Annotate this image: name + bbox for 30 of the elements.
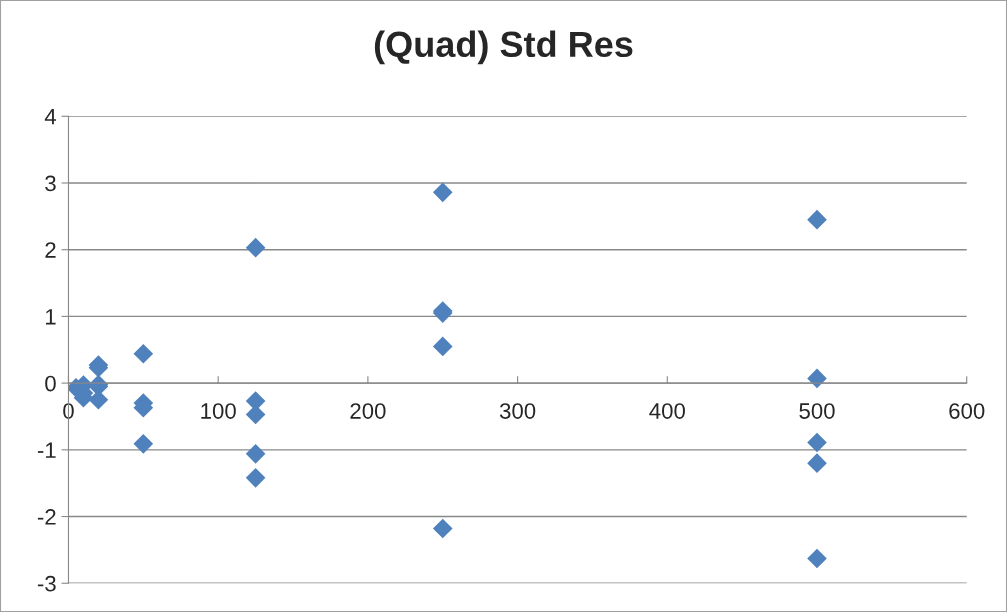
point bbox=[245, 404, 266, 425]
chart-title: (Quad) Std Res bbox=[374, 30, 633, 65]
x-tick-label: 600 bbox=[949, 403, 985, 419]
point bbox=[133, 434, 154, 454]
point bbox=[245, 391, 266, 411]
y-tick-label: 3 bbox=[45, 175, 56, 192]
x-tick-label: 400 bbox=[649, 403, 685, 419]
y-tick-label: 2 bbox=[45, 242, 56, 258]
x-tick-label: 300 bbox=[499, 403, 536, 419]
point bbox=[807, 209, 827, 230]
x-tick-label: 200 bbox=[350, 403, 386, 419]
x-tick-label: 500 bbox=[799, 403, 835, 419]
point bbox=[807, 453, 827, 473]
point bbox=[807, 368, 827, 389]
point bbox=[432, 182, 453, 203]
point bbox=[807, 548, 827, 569]
y-tick-label: -3 bbox=[37, 575, 56, 592]
point bbox=[245, 237, 266, 258]
y-tick-label: 4 bbox=[44, 109, 57, 125]
point bbox=[133, 343, 154, 364]
x-tick-label: 100 bbox=[201, 403, 236, 419]
y-tick-label: 1 bbox=[46, 309, 56, 325]
point bbox=[432, 518, 453, 539]
y-tick-label: 0 bbox=[45, 375, 56, 392]
point bbox=[807, 432, 827, 453]
y-tick-label: -1 bbox=[37, 442, 56, 458]
point bbox=[245, 468, 266, 488]
point bbox=[432, 336, 453, 357]
point bbox=[245, 444, 266, 464]
y-tick-label: -2 bbox=[37, 509, 56, 525]
